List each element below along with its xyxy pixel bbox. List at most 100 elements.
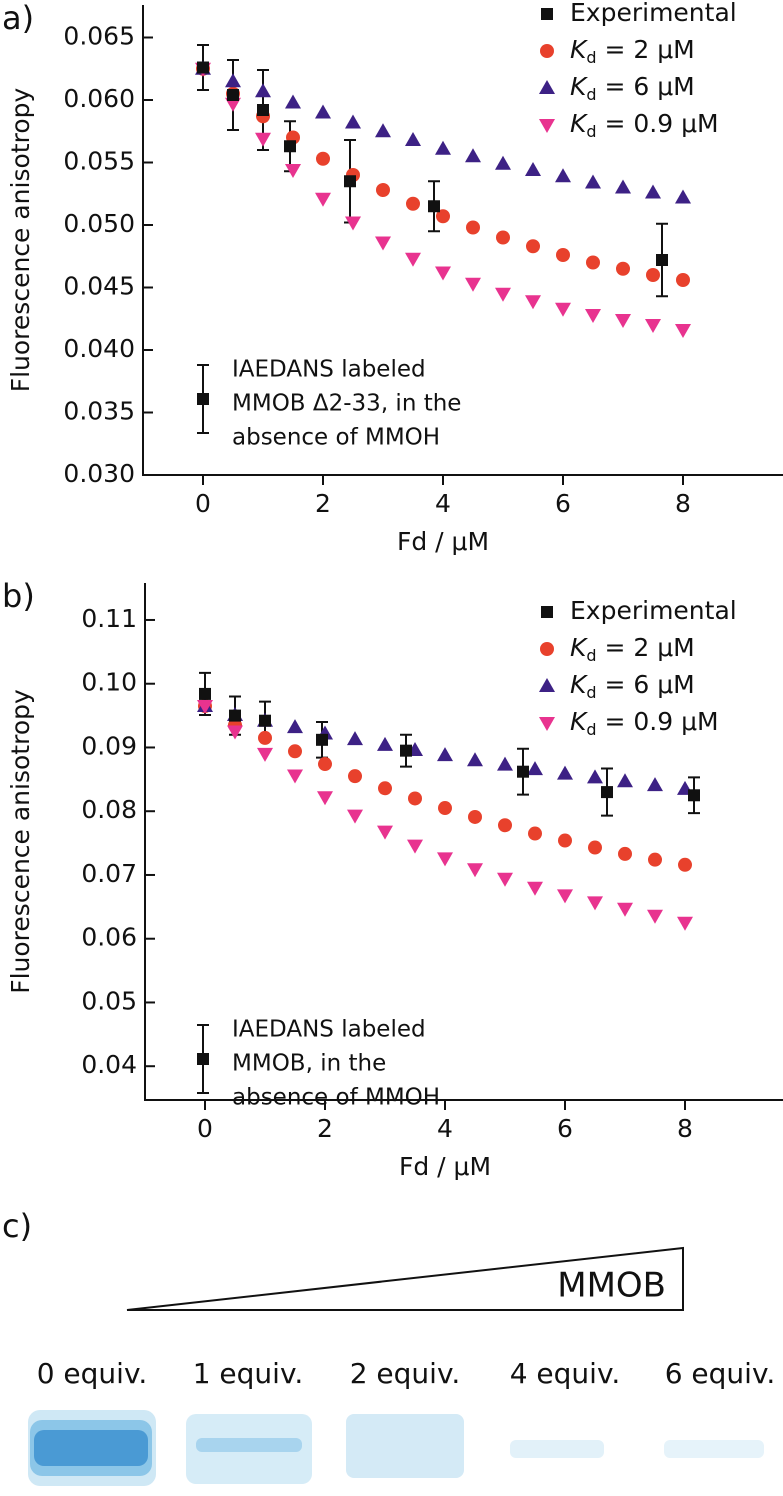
legend-marker xyxy=(540,642,554,656)
x-tick-label: 6 xyxy=(557,1114,573,1143)
point xyxy=(675,189,691,204)
y-tick-label: 0.09 xyxy=(81,731,137,760)
point xyxy=(556,248,570,262)
point xyxy=(316,151,330,166)
point xyxy=(585,309,601,323)
panel-label: a) xyxy=(2,0,34,37)
point xyxy=(648,852,662,867)
point xyxy=(284,140,296,153)
y-tick-label: 0.035 xyxy=(63,397,135,426)
point xyxy=(227,725,243,740)
y-axis-label: Fluorescence anisotropy xyxy=(6,689,35,994)
point xyxy=(377,736,393,751)
x-tick-label: 2 xyxy=(315,489,331,518)
point xyxy=(675,324,691,338)
panel-label: c) xyxy=(2,1207,32,1245)
point xyxy=(229,709,241,722)
point xyxy=(467,863,483,878)
point xyxy=(400,744,412,757)
point xyxy=(678,857,692,872)
point xyxy=(586,255,600,270)
point xyxy=(408,791,422,806)
x-tick-label: 4 xyxy=(435,489,451,518)
y-tick-label: 0.07 xyxy=(81,859,137,888)
y-tick-label: 0.06 xyxy=(81,923,137,952)
point xyxy=(317,791,333,806)
legend-marker xyxy=(539,119,555,133)
x-tick-label: 2 xyxy=(317,1114,333,1143)
y-tick-label: 0.065 xyxy=(63,22,135,51)
point xyxy=(647,777,663,792)
point xyxy=(225,73,241,88)
y-tick-label: 0.08 xyxy=(81,795,137,824)
point xyxy=(496,230,510,245)
point xyxy=(259,714,271,727)
x-axis-label: Fd / μM xyxy=(397,527,489,556)
legend-label: Experimental xyxy=(570,0,737,27)
legend-marker xyxy=(541,606,553,618)
lane-label: 1 equiv. xyxy=(193,1357,304,1390)
point xyxy=(315,104,331,119)
point xyxy=(405,132,421,146)
point xyxy=(465,277,481,292)
x-tick-label: 6 xyxy=(555,489,571,518)
point xyxy=(315,192,331,207)
point xyxy=(587,769,603,784)
point xyxy=(656,254,668,266)
y-tick-label: 0.060 xyxy=(63,84,135,113)
point xyxy=(646,268,660,282)
x-tick-label: 4 xyxy=(437,1114,453,1143)
point xyxy=(287,769,303,784)
legend-marker xyxy=(541,8,553,20)
point xyxy=(647,909,663,924)
band xyxy=(196,1438,302,1452)
legend-label: Kd = 6 μM xyxy=(570,670,695,702)
point xyxy=(528,826,542,841)
point xyxy=(617,773,633,788)
point xyxy=(495,155,511,170)
y-tick-label: 0.040 xyxy=(63,334,135,363)
point xyxy=(285,94,301,109)
chart: b) Fluorescence anisotropy Fd / μM 0.04 0.05… xyxy=(2,577,783,1181)
point xyxy=(288,744,302,759)
point xyxy=(347,809,363,824)
point xyxy=(617,902,633,917)
point xyxy=(676,273,690,287)
point xyxy=(257,104,269,116)
legend-label: Kd = 6 μM xyxy=(570,72,695,104)
point xyxy=(345,114,361,129)
legend-label: Experimental xyxy=(570,596,737,625)
point xyxy=(677,916,693,931)
point xyxy=(225,97,241,112)
point xyxy=(227,89,239,101)
point xyxy=(517,765,529,778)
point xyxy=(466,220,480,235)
point xyxy=(618,846,632,861)
wedge xyxy=(126,1246,684,1311)
point xyxy=(428,200,440,213)
point xyxy=(615,179,631,194)
legend-marker xyxy=(540,44,554,58)
x-tick-label: 8 xyxy=(675,489,691,518)
point xyxy=(497,872,513,887)
point xyxy=(318,757,332,772)
y-tick-label: 0.04 xyxy=(81,1050,137,1079)
axes xyxy=(144,583,783,1101)
y-tick-label: 0.030 xyxy=(63,459,135,488)
point xyxy=(435,266,451,281)
annotation: MMOB, in the xyxy=(232,1051,386,1077)
band xyxy=(510,1440,604,1458)
y-tick-label: 0.055 xyxy=(63,147,135,176)
point xyxy=(688,789,700,802)
legend-marker xyxy=(539,717,555,731)
point xyxy=(377,825,393,840)
point xyxy=(405,252,421,267)
legend-label: Kd = 0.9 μM xyxy=(570,707,719,739)
x-tick-label: 0 xyxy=(197,1114,213,1143)
point xyxy=(645,184,661,199)
point xyxy=(348,769,362,784)
point xyxy=(344,175,356,188)
point xyxy=(285,164,301,178)
y-tick-label: 0.10 xyxy=(81,668,137,697)
point xyxy=(199,687,211,700)
